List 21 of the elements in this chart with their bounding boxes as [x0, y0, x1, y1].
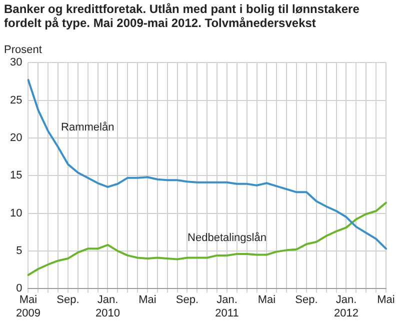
x-tick-label: Mai 2009: [16, 294, 40, 320]
chart-title: Banker og kredittforetak. Utlån med pant i bolig til lønnstakere fordelt på type. Mai 2009-mai 2012. Tolvmånedersvekst: [4, 2, 360, 30]
x-tick-label: Jan. 2011: [215, 294, 239, 320]
series-label: Rammelån: [61, 122, 114, 134]
y-tick-label: 30: [10, 56, 22, 69]
series-label: Nedbetalingslån: [188, 232, 266, 244]
x-tick-label: Sep.: [176, 294, 199, 306]
y-tick-label: 0: [16, 282, 22, 295]
y-tick-label: 20: [10, 132, 22, 144]
x-tick-label: Mai: [258, 294, 276, 306]
x-tick-label: Sep.: [56, 294, 80, 306]
y-tick-label: 25: [10, 94, 22, 106]
y-tick-label: 5: [16, 244, 22, 257]
x-tick-label: Sep.: [295, 294, 318, 306]
x-tick-label: Jan. 2012: [334, 294, 358, 320]
y-tick-label: 15: [10, 170, 22, 182]
x-tick-label: Jan. 2010: [95, 294, 120, 320]
y-axis-title: Prosent: [4, 44, 42, 56]
x-tick-label: Mai: [377, 294, 395, 306]
x-tick-label: Mai: [138, 294, 156, 306]
y-tick-label: 10: [10, 207, 22, 220]
